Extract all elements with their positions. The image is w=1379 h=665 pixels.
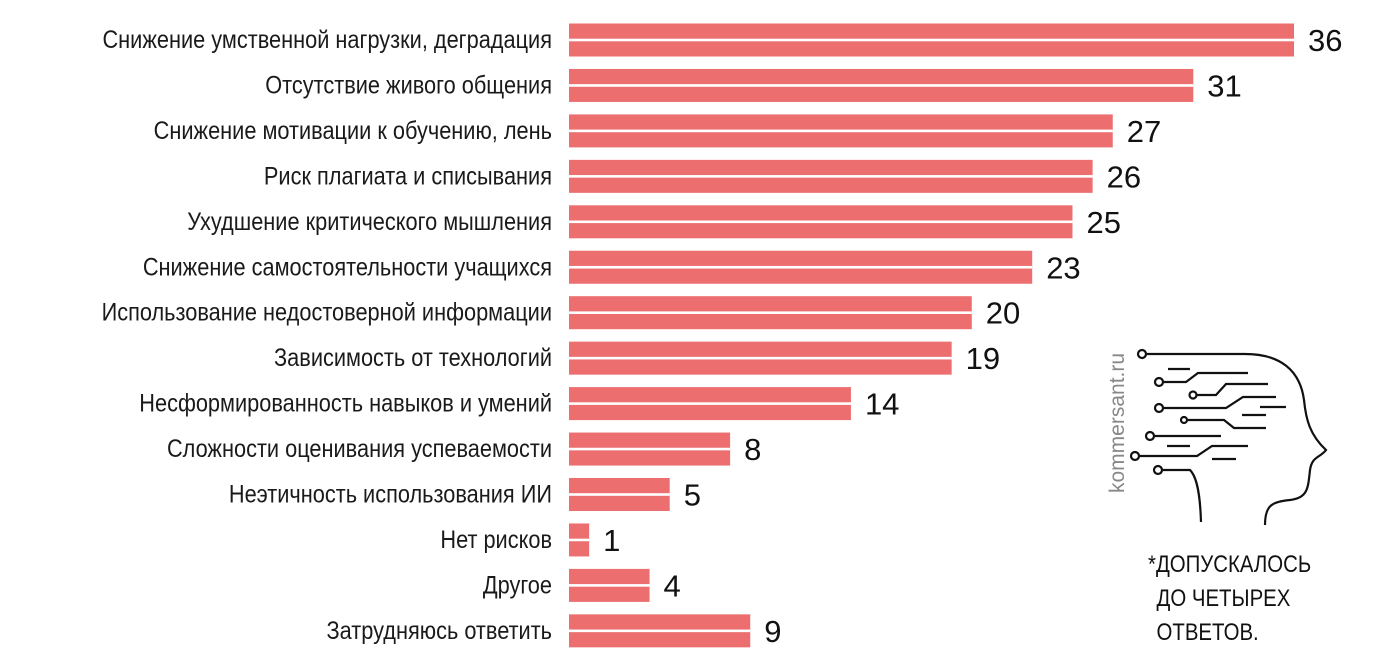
value-label: 23	[1046, 250, 1080, 285]
category-label: Затрудняюсь ответить	[327, 617, 552, 645]
value-label: 8	[744, 432, 761, 467]
value-label: 9	[764, 614, 781, 649]
value-label: 31	[1207, 68, 1241, 103]
category-label: Снижение умственной нагрузки, деградация	[102, 26, 552, 54]
bar-divider	[569, 447, 731, 451]
footnote-line: ОТВЕТОВ.	[1156, 619, 1259, 646]
value-label: 19	[966, 341, 1000, 376]
category-label: Отсутствие живого общения	[265, 71, 552, 99]
footnote-line: ДО ЧЕТЫРЕХ	[1156, 585, 1291, 612]
value-label: 20	[986, 296, 1020, 331]
bar-divider	[569, 629, 751, 633]
category-label: Сложности оценивания успеваемости	[167, 435, 552, 463]
bar-divider	[569, 356, 952, 360]
value-label: 14	[865, 387, 899, 422]
category-label: Ухудшение критического мышления	[187, 208, 552, 236]
footnote: *ДОПУСКАЛОСЬ ДО ЧЕТЫРЕХ ОТВЕТОВ.	[1148, 548, 1311, 650]
value-label: 25	[1086, 205, 1120, 240]
category-label: Снижение мотивации к обучению, лень	[154, 117, 552, 145]
source-label: kommersant.ru	[1106, 352, 1129, 493]
bar-divider	[569, 265, 1033, 269]
category-label: Нет рисков	[440, 526, 552, 554]
value-label: 26	[1107, 159, 1141, 194]
category-label: Неэтичность использования ИИ	[229, 481, 552, 509]
value-label: 1	[603, 523, 620, 558]
bar-divider	[569, 38, 1294, 42]
bar-divider	[569, 175, 1093, 178]
category-label: Использование недостоверной информации	[102, 299, 552, 327]
bar-divider	[569, 538, 590, 542]
footnote-line: *ДОПУСКАЛОСЬ	[1148, 551, 1312, 578]
bar-divider	[569, 493, 670, 496]
bar-divider	[569, 129, 1113, 133]
bar-divider	[569, 584, 650, 587]
value-label: 4	[664, 568, 681, 603]
bar-divider	[569, 84, 1194, 87]
bar-divider	[569, 220, 1073, 224]
category-label: Снижение самостоятельности учащихся	[143, 253, 552, 281]
value-label: 36	[1308, 23, 1342, 58]
category-label: Зависимость от технологий	[274, 344, 552, 372]
category-label: Другое	[483, 571, 552, 599]
category-label: Несформированность навыков и умений	[139, 390, 552, 418]
value-label: 5	[684, 478, 701, 513]
bar-divider	[569, 311, 972, 314]
bar-divider	[569, 402, 851, 405]
value-label: 27	[1127, 114, 1161, 149]
category-label: Риск плагиата и списывания	[264, 162, 552, 190]
